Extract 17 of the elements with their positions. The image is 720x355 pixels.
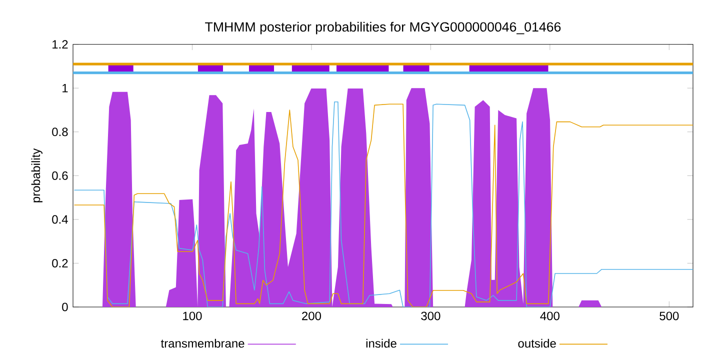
y-tick-label: 1.2	[52, 40, 68, 49]
chart-title: TMHMM posterior probabilities for MGYG000000046_01466	[205, 22, 561, 34]
y-tick-label: 0.2	[52, 259, 68, 268]
y-tick-label: 0.6	[52, 171, 68, 180]
x-tick-label: 300	[421, 312, 440, 320]
y-tick-label: 0.8	[52, 128, 68, 136]
x-tick-label: 400	[540, 312, 560, 320]
x-tick-label: 200	[302, 312, 322, 320]
legend-label: transmembrane	[160, 338, 244, 348]
x-tick-label: 100	[183, 312, 202, 320]
y-tick-label: 0	[62, 302, 68, 312]
legend-label: outside	[518, 338, 556, 348]
y-tick-label: 0.4	[52, 215, 68, 224]
y-tick-label: 1	[62, 84, 68, 92]
y-axis-title: probability	[31, 148, 42, 202]
legend-label: inside	[366, 338, 396, 348]
x-tick-label: 500	[660, 312, 679, 320]
